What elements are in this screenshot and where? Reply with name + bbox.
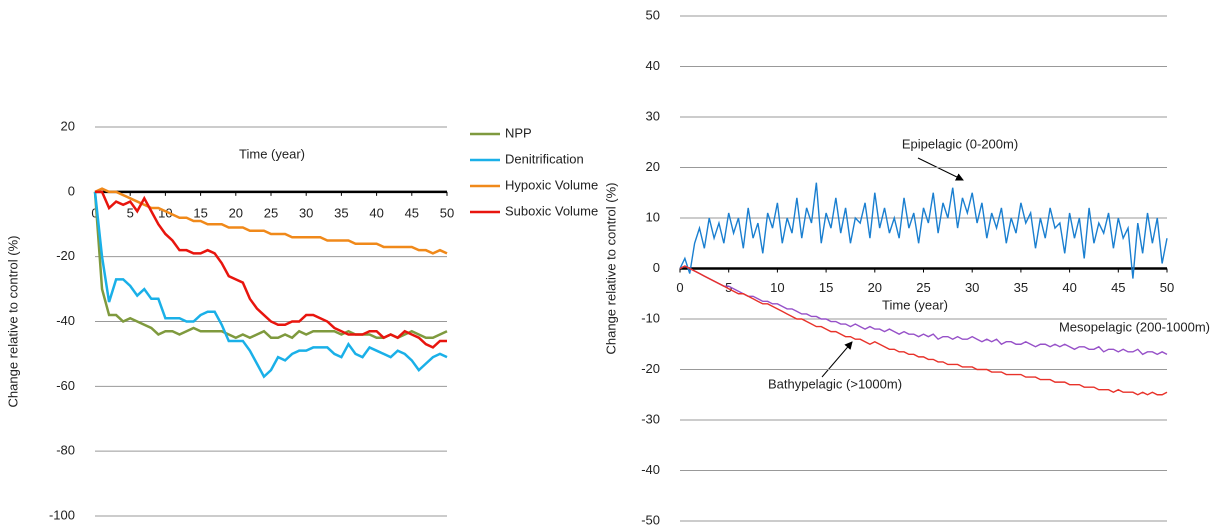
data-line xyxy=(93,191,448,379)
data-line xyxy=(94,187,448,255)
y-tick-label: -40 xyxy=(56,313,75,328)
y-tick-label: 20 xyxy=(61,118,75,133)
data-line xyxy=(679,265,1168,396)
legend-label: Hypoxic Volume xyxy=(505,177,598,192)
x-tick-label: 45 xyxy=(1111,280,1125,295)
series-label: Epipelagic (0-200m) xyxy=(902,136,1018,151)
y-tick-label: 0 xyxy=(68,183,75,198)
annotation-arrow xyxy=(821,341,853,378)
x-tick-label: 5 xyxy=(127,205,134,220)
y-tick-label: -20 xyxy=(56,248,75,263)
y-tick-label: -50 xyxy=(641,512,660,527)
x-tick-label: 20 xyxy=(868,280,882,295)
x-axis-title: Time (year) xyxy=(239,146,305,161)
x-tick-label: 35 xyxy=(1014,280,1028,295)
legend-label: NPP xyxy=(505,125,532,140)
x-tick-label: 15 xyxy=(193,205,207,220)
x-tick-label: 40 xyxy=(369,205,383,220)
data-line xyxy=(679,265,1168,356)
x-tick-label: 25 xyxy=(916,280,930,295)
y-tick-label: -30 xyxy=(641,411,660,426)
x-axis-title: Time (year) xyxy=(882,297,948,312)
x-tick-label: 0 xyxy=(91,205,98,220)
x-tick-label: 30 xyxy=(299,205,313,220)
y-tick-label: 30 xyxy=(646,108,660,123)
annotation-arrow xyxy=(917,157,964,181)
y-tick-label: 50 xyxy=(646,7,660,22)
y-tick-label: -20 xyxy=(641,361,660,376)
x-tick-label: 50 xyxy=(440,205,454,220)
y-tick-label: 0 xyxy=(653,260,660,275)
y-tick-label: -100 xyxy=(49,507,75,522)
y-tick-label: 40 xyxy=(646,58,660,73)
x-tick-label: 50 xyxy=(1160,280,1174,295)
x-tick-label: 20 xyxy=(229,205,243,220)
x-tick-label: 5 xyxy=(725,280,732,295)
y-tick-label: -60 xyxy=(56,378,75,393)
legend-label: Denitrification xyxy=(505,151,584,166)
y-tick-label: 20 xyxy=(646,159,660,174)
data-line xyxy=(95,190,447,349)
y-tick-label: 10 xyxy=(646,209,660,224)
x-tick-label: 0 xyxy=(676,280,683,295)
x-tick-label: 30 xyxy=(965,280,979,295)
x-tick-label: 25 xyxy=(264,205,278,220)
series-label: Bathypelagic (>1000m) xyxy=(768,376,902,391)
x-tick-label: 45 xyxy=(405,205,419,220)
x-tick-label: 15 xyxy=(819,280,833,295)
legend-label: Suboxic Volume xyxy=(505,203,598,218)
y-axis-title: Change relative to control (%) xyxy=(603,183,618,355)
x-tick-label: 40 xyxy=(1062,280,1076,295)
series-label: Mesopelagic (200-1000m) xyxy=(1059,319,1210,334)
y-tick-label: -80 xyxy=(56,443,75,458)
data-line xyxy=(679,182,1168,279)
y-tick-label: -40 xyxy=(641,462,660,477)
x-tick-label: 10 xyxy=(770,280,784,295)
y-axis-title: Change relative to control (%) xyxy=(5,236,20,408)
x-tick-label: 35 xyxy=(334,205,348,220)
y-tick-label: -10 xyxy=(641,310,660,325)
